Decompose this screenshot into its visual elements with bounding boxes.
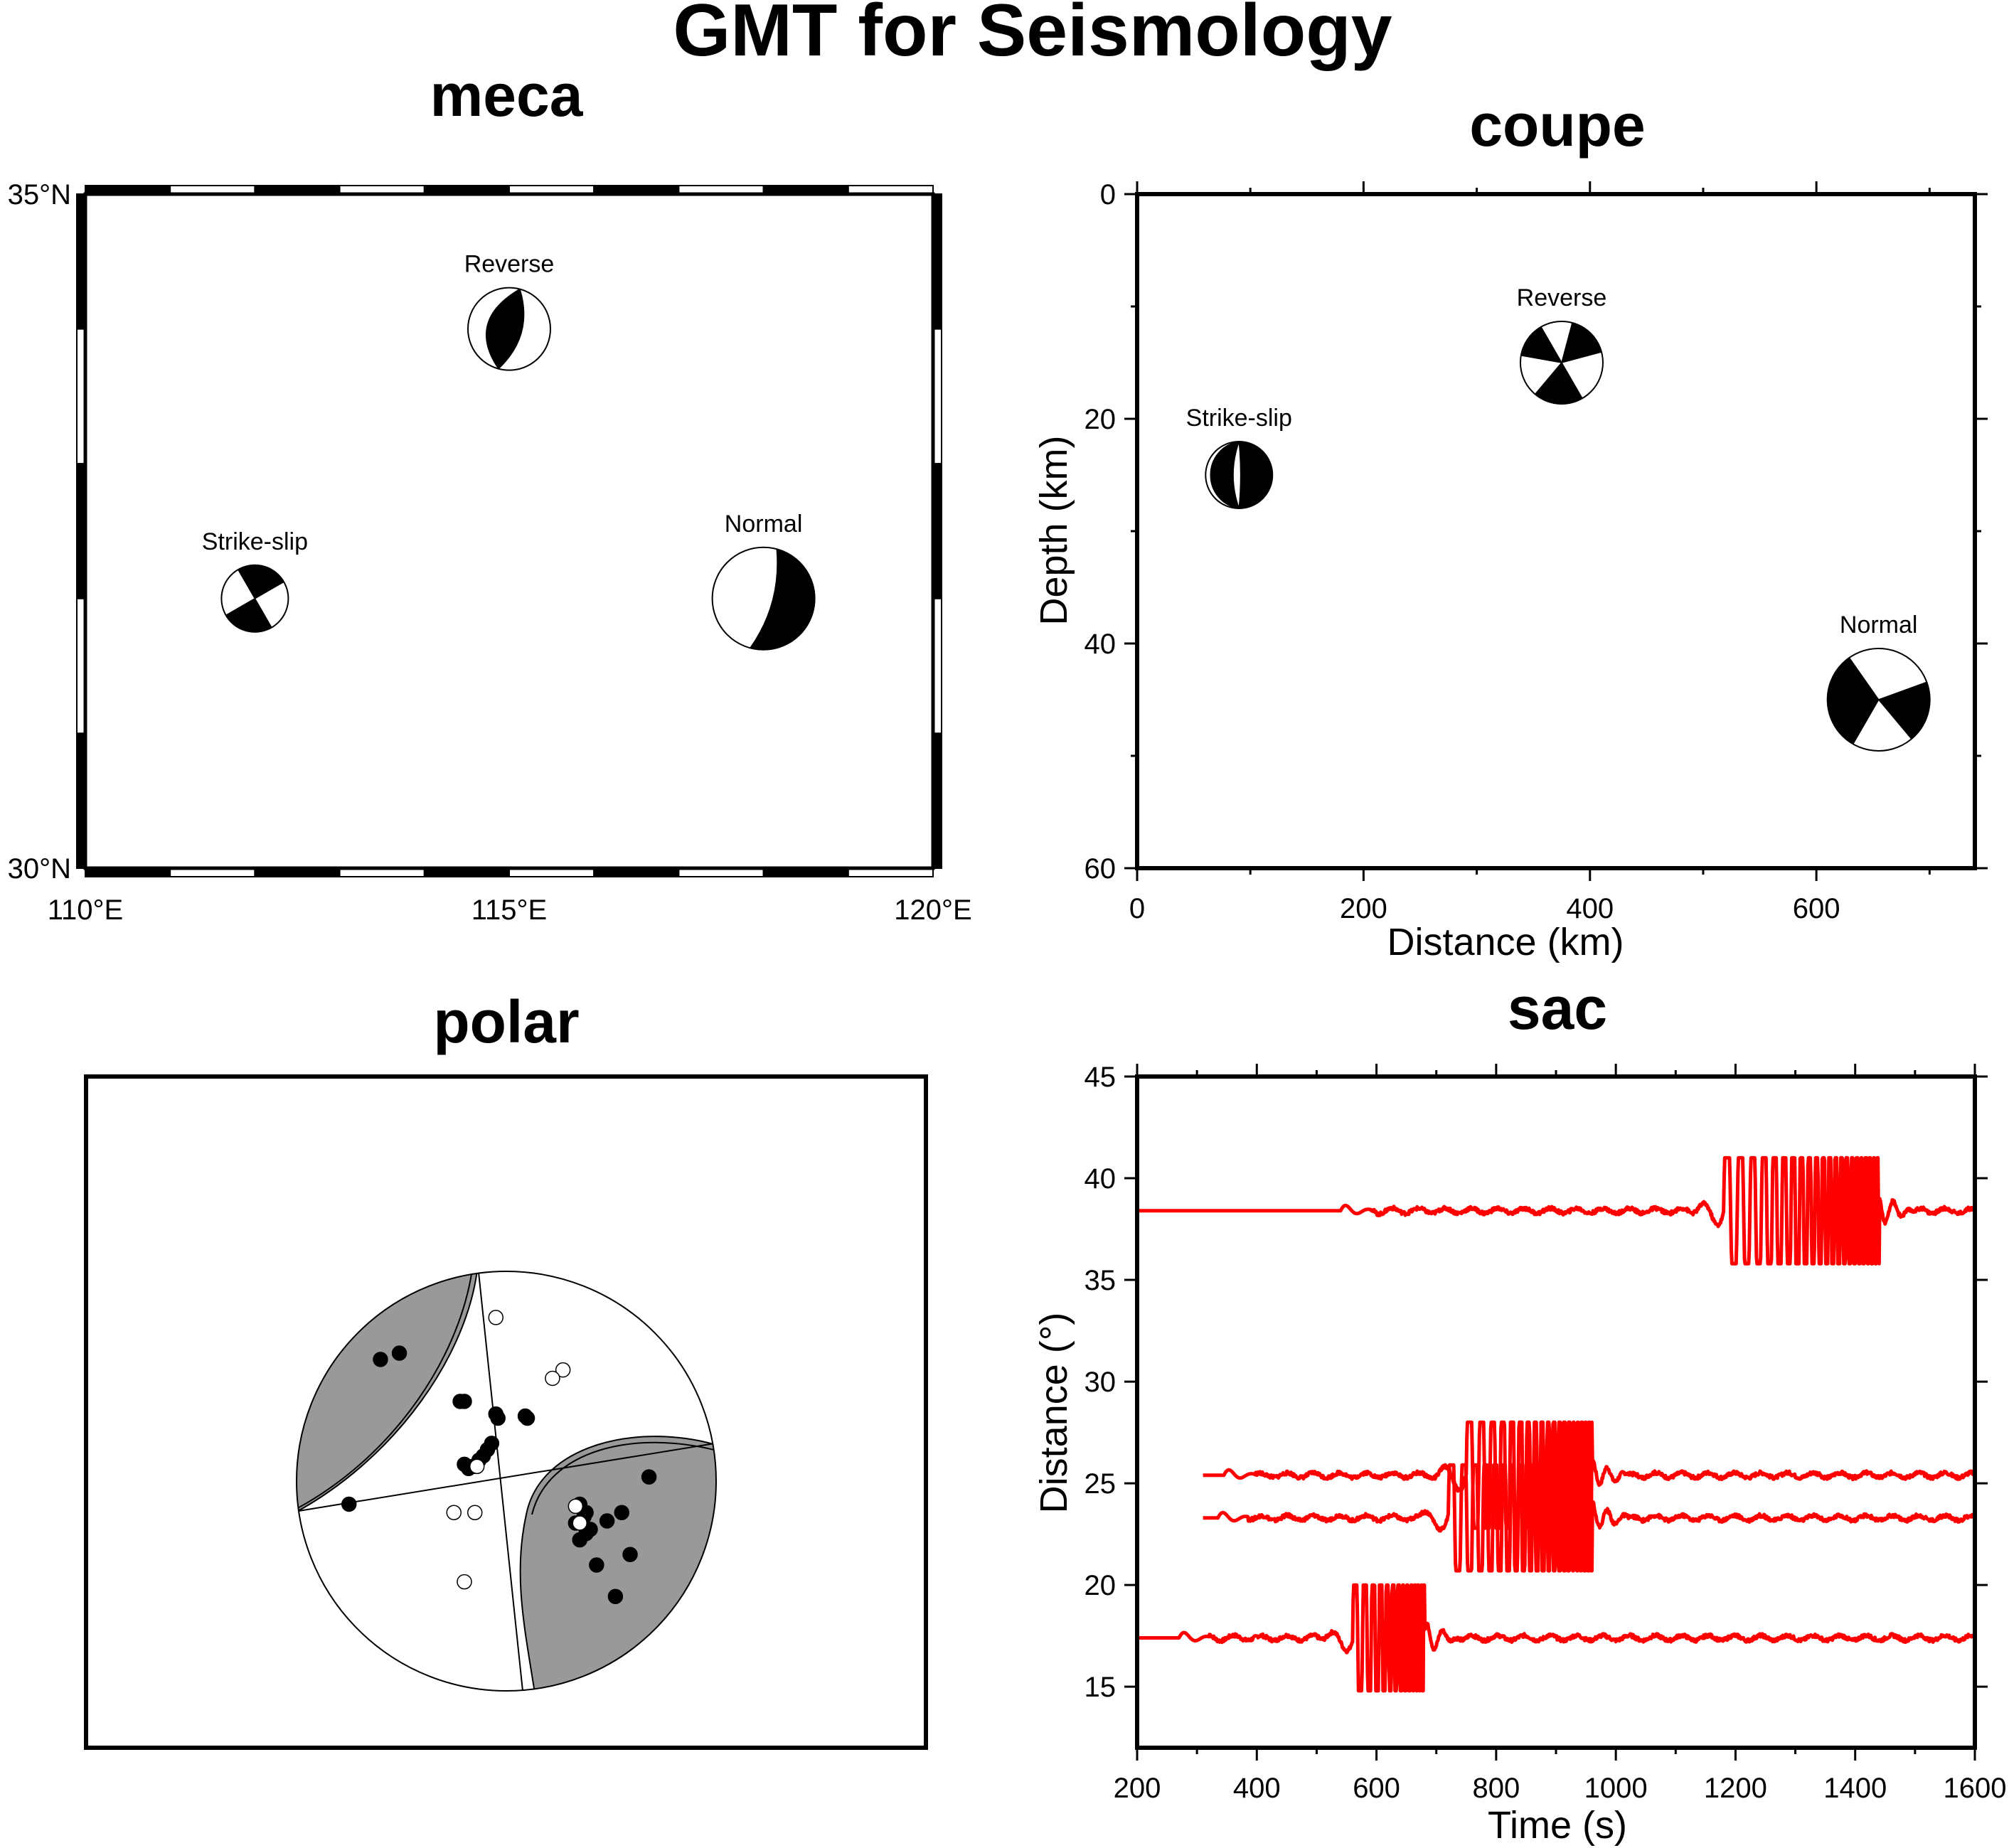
sac-y-tick-label: 35 — [1085, 1265, 1117, 1296]
coupe-beachball — [1826, 648, 1931, 752]
polar-frame — [84, 1074, 928, 1750]
meca-compressional-fill — [225, 565, 285, 633]
coupe-x-tick-label: 200 — [1340, 893, 1387, 924]
meca-beachball — [467, 287, 551, 371]
sac-x-tick-label: 1400 — [1823, 1773, 1887, 1804]
polar-sphere-outline — [296, 1271, 717, 1692]
polar-dilatation-point — [555, 1362, 571, 1378]
polar-dilatation-point — [545, 1370, 560, 1387]
coupe-x-tick-label: 600 — [1793, 893, 1840, 924]
coupe-event-label: Normal — [1840, 611, 1918, 639]
coupe-x-tick-label: 400 — [1566, 893, 1614, 924]
sac-y-tick-label: 30 — [1085, 1367, 1117, 1398]
sac-panel: sac 200 400 600 800 1000 1200 1400 1600 15 20 25 30… — [1033, 975, 2006, 1847]
meca-beachball — [220, 564, 289, 633]
polar-title: polar — [433, 988, 579, 1055]
sac-x-tick-label: 200 — [1114, 1773, 1161, 1804]
coupe-beachball — [1519, 321, 1604, 405]
meca-panel: meca 110°E 115°E 120°E 30°N 35°N Strike-slip… — [8, 62, 972, 926]
polar-dilatation-point — [467, 1505, 483, 1520]
meca-x-tick-label: 110°E — [48, 894, 123, 926]
polar-dilatation-point — [572, 1515, 587, 1531]
coupe-compressional-fill — [1520, 322, 1602, 405]
meca-y-tick-label: 30°N — [8, 853, 71, 885]
meca-map-border — [83, 192, 935, 870]
polar-compression-point — [391, 1345, 407, 1361]
coupe-x-axis-label: Distance (km) — [1387, 921, 1624, 963]
sac-seismogram-trace — [1137, 1155, 1975, 1266]
sac-y-tick-label: 40 — [1085, 1163, 1117, 1195]
coupe-title: coupe — [1469, 92, 1645, 159]
polar-panel: polar — [84, 988, 928, 1750]
polar-dilatation-point — [446, 1505, 462, 1520]
polar-nodal-line-alt — [531, 1441, 716, 1515]
polar-dilatation-point — [457, 1574, 472, 1590]
coupe-y-tick-label: 20 — [1085, 404, 1117, 435]
coupe-event-label: Strike-slip — [1186, 405, 1292, 432]
polar-compression-point — [641, 1469, 657, 1485]
coupe-panel: coupe 0 200 400 600 0 20 40 60 Distance (km) De… — [1033, 92, 1988, 963]
coupe-beachball — [1205, 441, 1274, 509]
polar-compression-point — [622, 1547, 638, 1562]
sac-x-tick-label: 400 — [1233, 1773, 1281, 1804]
polar-dilatation-point — [469, 1458, 485, 1475]
polar-compression-point — [614, 1505, 629, 1520]
polar-nodal-line-alt — [297, 1271, 474, 1510]
polar-compression-point — [373, 1352, 388, 1367]
polar-compression-point — [452, 1394, 468, 1409]
coupe-event-label: Reverse — [1517, 284, 1607, 311]
sac-x-tick-label: 1000 — [1584, 1773, 1648, 1804]
meca-beachball — [711, 546, 816, 651]
polar-compression-point — [490, 1410, 506, 1426]
polar-compression-point — [599, 1513, 615, 1529]
meca-map-frame — [76, 185, 942, 877]
meca-title: meca — [430, 62, 584, 129]
meca-x-tick-label: 115°E — [471, 894, 547, 926]
sac-title: sac — [1508, 975, 1607, 1042]
polar-compression-point — [589, 1557, 604, 1573]
meca-compressional-fill — [485, 288, 525, 370]
sac-x-axis-label: Time (s) — [1488, 1804, 1627, 1847]
sac-y-tick-label: 20 — [1085, 1570, 1117, 1601]
coupe-compressional-fill — [1210, 441, 1274, 509]
polar-auxiliary-line — [298, 1443, 715, 1512]
sac-y-tick-label: 25 — [1085, 1468, 1117, 1500]
sac-x-tick-label: 600 — [1353, 1773, 1400, 1804]
sac-seismogram-trace — [1137, 1583, 1975, 1693]
sac-x-tick-label: 1600 — [1944, 1773, 2007, 1804]
polar-dilatation-point — [567, 1498, 584, 1515]
polar-compression-point — [341, 1496, 357, 1512]
polar-compression-point — [517, 1408, 533, 1424]
sac-x-tick-label: 800 — [1472, 1773, 1520, 1804]
polar-auxiliary-line — [477, 1271, 523, 1691]
figure-title: GMT for Seismology — [673, 0, 1392, 72]
sac-x-tick-label: 1200 — [1704, 1773, 1767, 1804]
sac-y-axis-label: Distance (°) — [1033, 1313, 1075, 1514]
meca-event-label: Reverse — [464, 251, 555, 278]
coupe-y-tick-label: 0 — [1100, 179, 1116, 210]
polar-compression-point — [607, 1588, 624, 1604]
meca-event-label: Normal — [725, 511, 803, 538]
sac-seismogram-trace — [1201, 1463, 1975, 1573]
meca-event-label: Strike-slip — [202, 528, 308, 555]
polar-dilatation-point — [488, 1310, 503, 1325]
meca-x-tick-label: 120°E — [894, 894, 971, 926]
coupe-x-tick-label: 0 — [1129, 893, 1145, 924]
coupe-compressional-fill — [1826, 656, 1931, 745]
coupe-y-tick-label: 40 — [1085, 629, 1117, 660]
sac-seismogram-trace — [1201, 1420, 1975, 1530]
polar-compression-point — [572, 1532, 587, 1548]
coupe-y-axis-label: Depth (km) — [1033, 435, 1075, 625]
meca-y-tick-label: 35°N — [8, 179, 71, 210]
coupe-y-tick-label: 60 — [1085, 853, 1117, 885]
meca-compressional-fill — [749, 548, 815, 651]
sac-y-tick-label: 15 — [1085, 1672, 1117, 1703]
sac-y-tick-label: 45 — [1085, 1062, 1117, 1093]
polar-compression-point — [457, 1456, 472, 1473]
